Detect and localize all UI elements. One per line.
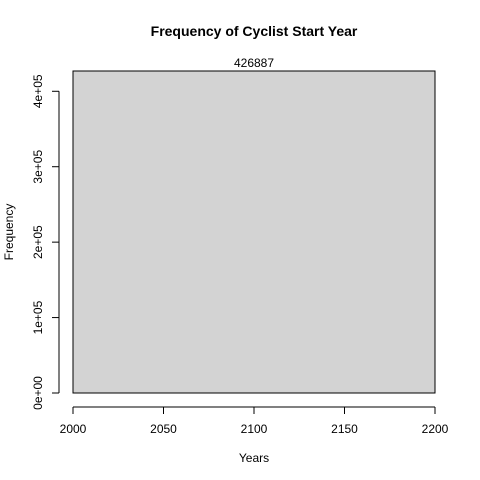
y-tick-label-2: 2e+05 xyxy=(31,225,45,259)
y-tick-label-0: 0e+00 xyxy=(31,376,45,410)
x-tick-label-2: 2100 xyxy=(241,422,268,436)
x-tick-label-1: 2050 xyxy=(150,422,177,436)
histogram-bar-0 xyxy=(72,70,436,394)
y-tick-label-1: 1e+05 xyxy=(31,300,45,334)
x-tick-label-0: 2000 xyxy=(60,422,87,436)
y-axis-label: Frequency xyxy=(2,204,16,261)
x-tick-label-3: 2150 xyxy=(331,422,358,436)
x-axis: 2000 2050 2100 2150 2200 xyxy=(60,406,449,436)
bar-value-label-0: 426887 xyxy=(234,56,274,70)
x-axis-label: Years xyxy=(239,451,269,465)
chart-title: Frequency of Cyclist Start Year xyxy=(151,23,358,39)
y-tick-label-3: 3e+05 xyxy=(31,150,45,184)
bars-layer: 426887 xyxy=(72,56,436,394)
x-tick-label-4: 2200 xyxy=(422,422,449,436)
y-tick-label-4: 4e+05 xyxy=(31,74,45,108)
y-axis: 0e+00 1e+05 2e+05 3e+05 4e+05 xyxy=(31,74,60,410)
